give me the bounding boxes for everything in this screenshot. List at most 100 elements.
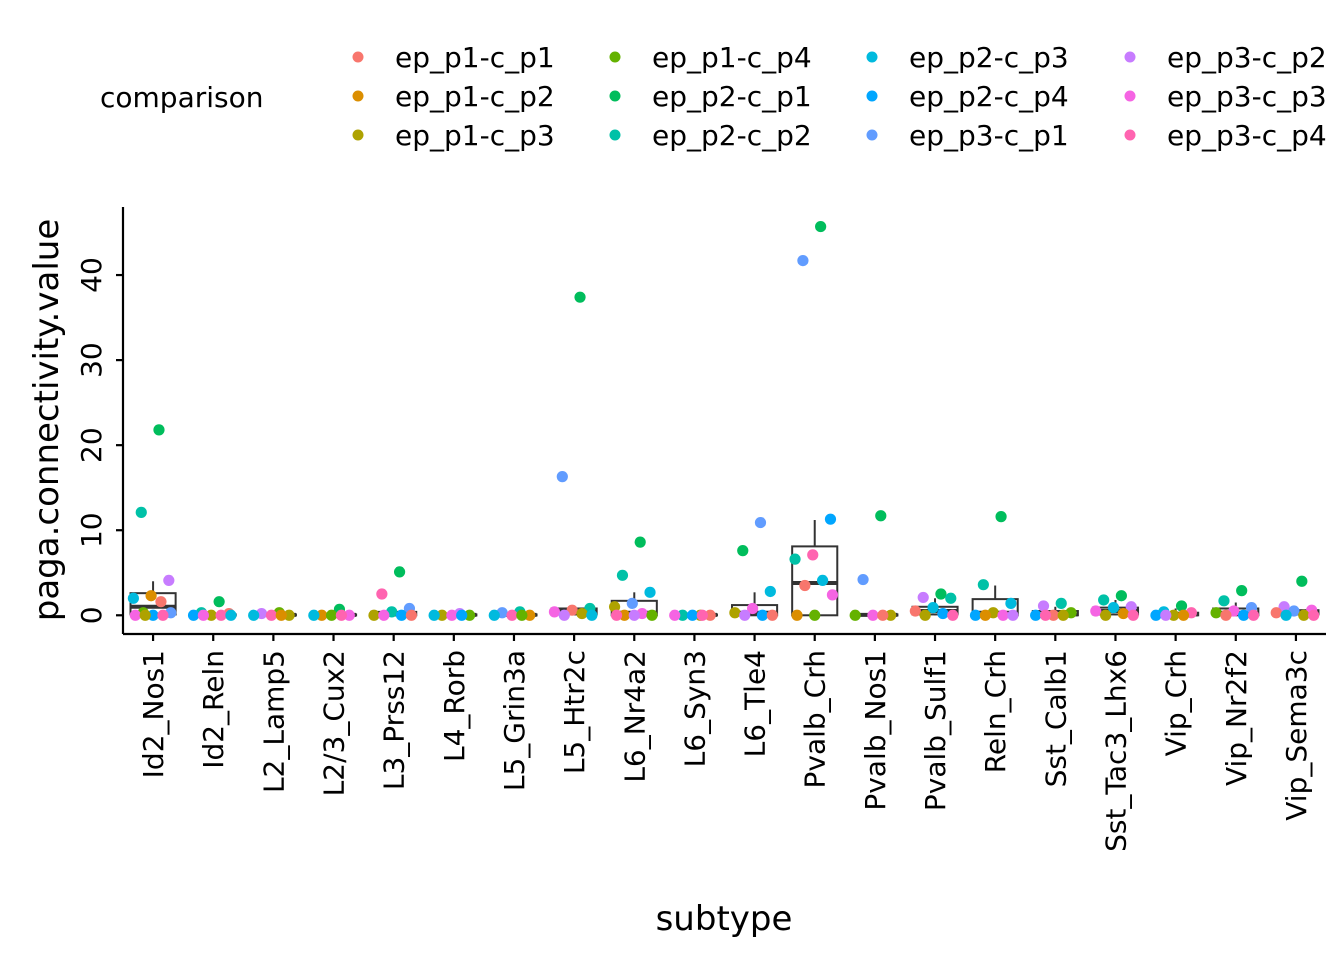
point-pvalb-crh-ep-p2-c-p4 bbox=[824, 513, 837, 525]
x-tick-label-vip-crh: Vip_Crh bbox=[1160, 650, 1193, 756]
point-pvalb-sulf1-ep-p2-c-p1 bbox=[935, 588, 947, 600]
legend-label-ep-p1-c-p1: ep_p1-c_p1 bbox=[395, 41, 555, 74]
legend-entry-ep-p3-c-p1: ep_p3-c_p1 bbox=[866, 119, 1069, 152]
point-l6-tle4-ep-p2-c-p3 bbox=[764, 585, 776, 598]
x-tick-label-vip-sema3c: Vip_Sema3c bbox=[1280, 650, 1313, 821]
point-l2-3-cux2-ep-p3-c-p3 bbox=[343, 609, 355, 621]
x-tick-label-sst-calb1: Sst_Calb1 bbox=[1039, 650, 1072, 787]
point-sst-tac3-lhx6-ep-p2-c-p1 bbox=[1115, 590, 1127, 602]
x-tick-label-id2-reln: Id2_Reln bbox=[197, 650, 230, 769]
point-pvalb-sulf1-ep-p1-c-p3 bbox=[919, 609, 931, 621]
point-l2-3-cux2-ep-p1-c-p2 bbox=[316, 609, 328, 621]
point-l4-rorb-ep-p1-c-p4 bbox=[463, 609, 476, 621]
legend-entry-ep-p3-c-p4: ep_p3-c_p4 bbox=[1124, 119, 1327, 152]
legend-entry-ep-p1-c-p3: ep_p1-c_p3 bbox=[352, 119, 555, 152]
point-l2-lamp5-ep-p2-c-p3 bbox=[248, 609, 260, 621]
point-vip-crh-ep-p1-c-p2 bbox=[1177, 609, 1190, 621]
legend-entry-ep-p2-c-p4: ep_p2-c_p4 bbox=[866, 80, 1069, 113]
point-sst-calb1-ep-p2-c-p2 bbox=[1055, 597, 1067, 609]
point-vip-crh-ep-p1-c-p3 bbox=[1168, 609, 1180, 621]
legend-key-ep-p3-c-p2 bbox=[1124, 51, 1136, 63]
point-l6-tle4-ep-p3-c-p3 bbox=[747, 602, 759, 615]
y-axis-title: paga.connectivity.value bbox=[27, 219, 67, 621]
point-reln-crh-ep-p2-c-p4 bbox=[969, 609, 982, 621]
point-id2-reln-ep-p2-c-p1 bbox=[213, 596, 225, 608]
x-tick-label-id2-nos1: Id2_Nos1 bbox=[137, 650, 170, 778]
point-l5-htr2c-ep-p3-c-p1 bbox=[556, 471, 568, 483]
point-l6-syn3-ep-p2-c-p4 bbox=[686, 609, 699, 621]
x-tick-label-vip-nr2f2: Vip_Nr2f2 bbox=[1220, 650, 1253, 786]
legend-key-ep-p2-c-p1 bbox=[609, 90, 621, 102]
point-reln-crh-ep-p2-c-p3 bbox=[1005, 597, 1017, 609]
point-id2-nos1-ep-p2-c-p2 bbox=[135, 506, 147, 518]
legend-entry-ep-p1-c-p4: ep_p1-c_p4 bbox=[609, 41, 812, 74]
point-l6-nr4a2-ep-p1-c-p2 bbox=[618, 609, 631, 621]
legend-label-ep-p3-c-p4: ep_p3-c_p4 bbox=[1167, 119, 1327, 152]
point-pvalb-crh-ep-p2-c-p2 bbox=[789, 553, 801, 565]
point-l2-3-cux2-ep-p3-c-p4 bbox=[335, 609, 347, 621]
legend-label-ep-p3-c-p3: ep_p3-c_p3 bbox=[1167, 80, 1327, 113]
point-reln-crh-ep-p3-c-p3 bbox=[997, 609, 1009, 621]
point-vip-sema3c-ep-p1-c-p3 bbox=[1298, 609, 1310, 621]
point-l5-grin3a-ep-p1-c-p2 bbox=[524, 609, 536, 621]
x-tick-label-pvalb-sulf1: Pvalb_Sulf1 bbox=[919, 650, 952, 811]
legend-label-ep-p2-c-p3: ep_p2-c_p3 bbox=[909, 41, 1069, 74]
point-id2-nos1-ep-p3-c-p3 bbox=[129, 609, 141, 621]
point-l6-syn3-ep-p1-c-p1 bbox=[704, 609, 716, 621]
y-tick-label-40: 40 bbox=[75, 257, 108, 293]
x-tick-label-sst-tac3-lhx6: Sst_Tac3_Lhx6 bbox=[1099, 650, 1132, 852]
point-sst-tac3-lhx6-ep-p3-c-p3 bbox=[1090, 605, 1102, 617]
point-l2-lamp5-ep-p3-c-p4 bbox=[265, 609, 278, 621]
point-l5-htr2c-ep-p3-c-p2 bbox=[558, 609, 570, 621]
point-id2-reln-ep-p2-c-p3 bbox=[225, 609, 237, 621]
x-axis-title: subtype bbox=[656, 899, 793, 939]
point-id2-reln-ep-p3-c-p3 bbox=[197, 609, 209, 621]
point-id2-nos1-ep-p1-c-p2 bbox=[145, 590, 157, 602]
point-l6-tle4-ep-p3-c-p1 bbox=[754, 516, 767, 529]
y-tick-label-30: 30 bbox=[75, 342, 108, 378]
point-l2-lamp5-ep-p1-c-p2 bbox=[275, 609, 287, 621]
point-l6-nr4a2-ep-p3-c-p1 bbox=[626, 597, 638, 609]
legend-label-ep-p2-c-p1: ep_p2-c_p1 bbox=[652, 80, 812, 113]
legend-label-ep-p1-c-p4: ep_p1-c_p4 bbox=[652, 41, 812, 74]
point-l5-grin3a-ep-p3-c-p4 bbox=[506, 609, 518, 621]
point-pvalb-sulf1-ep-p1-c-p1 bbox=[909, 605, 921, 617]
point-vip-nr2f2-ep-p1-c-p1 bbox=[1220, 609, 1232, 621]
point-sst-calb1-ep-p2-c-p4 bbox=[1030, 609, 1042, 621]
point-l6-tle4-ep-p3-c-p2 bbox=[739, 609, 751, 621]
point-pvalb-crh-ep-p3-c-p4 bbox=[807, 549, 819, 561]
legend-key-ep-p1-c-p1 bbox=[352, 51, 364, 63]
x-tick-label-l4-rorb: L4_Rorb bbox=[438, 650, 471, 762]
point-sst-tac3-lhx6-ep-p2-c-p2 bbox=[1098, 594, 1110, 606]
point-vip-sema3c-ep-p3-c-p4 bbox=[1308, 609, 1320, 621]
legend-key-ep-p3-c-p4 bbox=[1124, 129, 1136, 141]
y-tick-label-0: 0 bbox=[75, 606, 108, 624]
point-vip-sema3c-ep-p2-c-p3 bbox=[1280, 609, 1292, 621]
point-pvalb-crh-ep-p1-c-p1 bbox=[799, 579, 811, 592]
y-tick-label-10: 10 bbox=[75, 512, 108, 548]
point-vip-sema3c-ep-p1-c-p1 bbox=[1270, 607, 1282, 619]
point-l6-tle4-ep-p2-c-p1 bbox=[737, 545, 749, 557]
point-pvalb-nos1-ep-p1-c-p3 bbox=[885, 609, 897, 621]
point-l5-htr2c-ep-p2-c-p1 bbox=[574, 291, 586, 303]
legend: comparison ep_p1-c_p1 ep_p1-c_p2 ep_p1-c_p… bbox=[100, 41, 1327, 152]
point-sst-tac3-lhx6-ep-p1-c-p2 bbox=[1117, 607, 1129, 620]
legend-entry-ep-p2-c-p2: ep_p2-c_p2 bbox=[609, 119, 812, 152]
legend-label-ep-p1-c-p2: ep_p1-c_p2 bbox=[395, 80, 555, 113]
point-pvalb-sulf1-ep-p2-c-p2 bbox=[945, 592, 957, 604]
box-pvalb-crh bbox=[791, 520, 839, 617]
point-vip-sema3c-ep-p3-c-p2 bbox=[1278, 601, 1290, 613]
legend-entry-ep-p3-c-p2: ep_p3-c_p2 bbox=[1124, 41, 1327, 74]
x-tick-label-l5-htr2c: L5_Htr2c bbox=[558, 650, 591, 774]
point-pvalb-sulf1-ep-p3-c-p4 bbox=[947, 609, 959, 621]
point-l3-prss12-ep-p2-c-p1 bbox=[393, 566, 406, 578]
point-pvalb-sulf1-ep-p3-c-p2 bbox=[917, 591, 929, 604]
point-pvalb-crh-ep-p2-c-p1 bbox=[815, 220, 827, 233]
point-l6-nr4a2-ep-p3-c-p2 bbox=[628, 609, 640, 621]
x-tick-label-l3-prss12: L3_Prss12 bbox=[378, 650, 411, 790]
legend-entry-ep-p1-c-p1: ep_p1-c_p1 bbox=[352, 41, 555, 74]
point-l6-nr4a2-ep-p2-c-p3 bbox=[644, 586, 656, 598]
x-tick-label-l6-nr4a2: L6_Nr4a2 bbox=[618, 650, 651, 783]
point-l3-prss12-ep-p3-c-p4 bbox=[376, 588, 388, 600]
